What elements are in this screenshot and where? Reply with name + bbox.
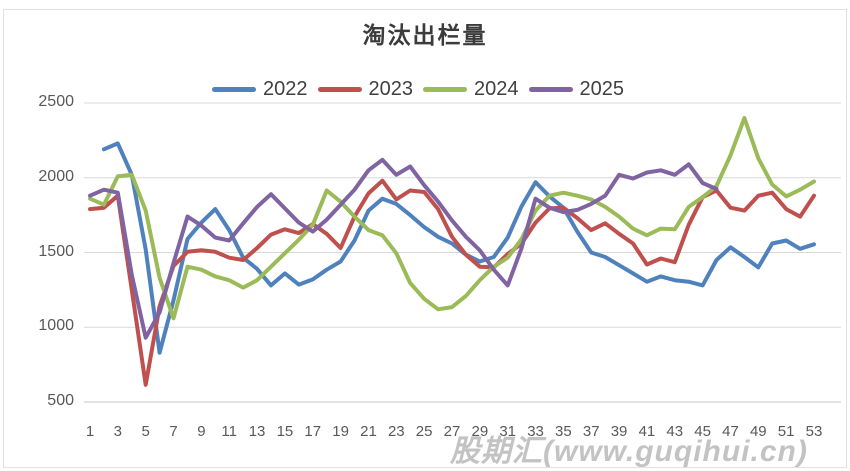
legend-line-swatch: [212, 87, 256, 92]
x-axis-label: 37: [582, 423, 600, 440]
legend-item-2025: 2025: [528, 78, 625, 101]
x-axis-label: 51: [777, 423, 795, 440]
legend-label: 2024: [474, 78, 519, 100]
legend-line-swatch: [423, 87, 467, 92]
legend-label: 2022: [263, 78, 308, 100]
x-axis-label: 13: [248, 423, 266, 440]
legend-line-swatch: [528, 87, 573, 92]
x-axis-label: 41: [638, 423, 656, 440]
chart-title: 淘汰出栏量: [362, 22, 488, 48]
series-line-2024: [88, 116, 816, 321]
series-line-2025: [88, 157, 719, 340]
watermark: 股期汇(www.guqihui.cn): [450, 435, 808, 468]
y-axis-label: 500: [47, 392, 74, 409]
x-axis-label: 23: [387, 423, 405, 440]
x-axis-label: 39: [610, 423, 628, 440]
x-axis-label: 47: [722, 423, 739, 440]
x-axis-label: 25: [415, 423, 433, 440]
legend-item-2022: 2022: [212, 78, 308, 101]
x-axis-label: 5: [141, 423, 150, 440]
x-axis-label: 35: [555, 423, 572, 440]
legend-item-2023: 2023: [317, 78, 414, 101]
legend-line-swatch: [317, 87, 362, 92]
x-axis-label: 9: [197, 423, 206, 440]
x-axis-label: 7: [169, 423, 178, 440]
x-axis-label: 1: [85, 423, 95, 440]
x-axis-label: 29: [471, 423, 489, 440]
x-axis-label: 49: [749, 423, 767, 440]
legend: 2022 2023 2024 2025: [0, 78, 836, 101]
x-axis-label: 19: [332, 423, 349, 440]
y-axis-label: 2000: [38, 167, 74, 185]
x-axis-label: 33: [527, 423, 544, 440]
series-line-2023: [88, 178, 816, 387]
x-axis-label: 31: [499, 423, 517, 440]
y-axis-label: 1000: [38, 317, 74, 335]
series-line-2022: [101, 141, 816, 355]
legend-label: 2025: [579, 78, 625, 100]
x-axis-label: 45: [694, 423, 711, 440]
x-axis-label: 43: [666, 423, 684, 440]
y-axis-label: 1500: [38, 242, 74, 260]
x-axis-label: 11: [221, 423, 237, 440]
x-axis-label: 3: [113, 423, 123, 440]
x-axis-label: 17: [304, 423, 322, 440]
x-axis-label: 27: [443, 423, 461, 440]
legend-item-2024: 2024: [423, 78, 519, 101]
x-axis-label: 53: [805, 423, 823, 440]
legend-label: 2023: [368, 78, 414, 100]
y-axis-label: 2500: [38, 93, 74, 110]
x-axis-label: 21: [360, 423, 377, 440]
x-axis-label: 15: [276, 423, 294, 440]
